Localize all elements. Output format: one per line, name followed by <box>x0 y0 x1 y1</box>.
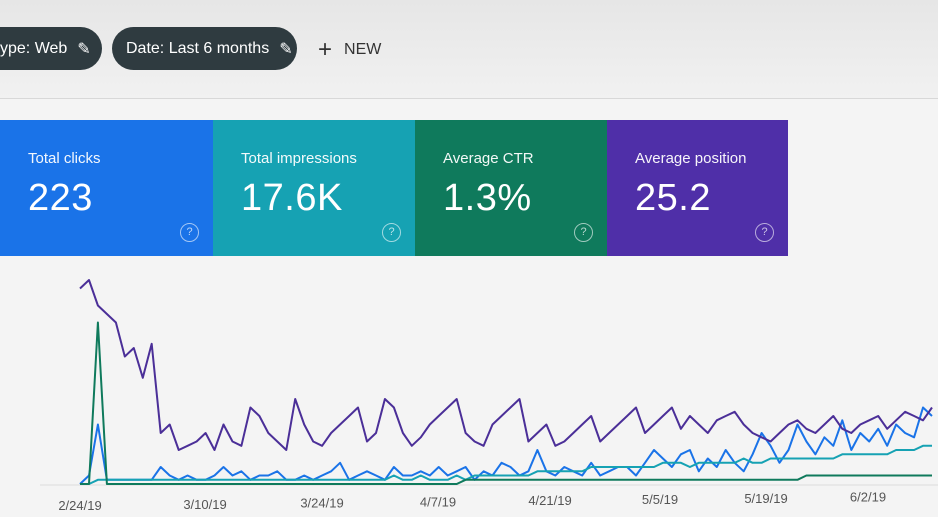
help-icon[interactable]: ? <box>180 223 199 242</box>
help-icon[interactable]: ? <box>382 223 401 242</box>
filter-chip-date-label: Date: Last 6 months <box>126 39 270 57</box>
series-line-1 <box>80 444 932 485</box>
pencil-icon[interactable]: ✎ <box>279 40 293 58</box>
metric-label: Total clicks <box>28 150 101 167</box>
new-filter-label: NEW <box>344 41 382 58</box>
metric-card-total-impressions[interactable]: Total impressions 17.6K ? <box>213 120 415 256</box>
metric-label: Total impressions <box>241 150 357 167</box>
x-tick-label: 3/10/19 <box>183 497 226 512</box>
x-tick-label: 3/24/19 <box>300 496 343 511</box>
filter-chip-date[interactable]: Date: Last 6 months ✎ <box>112 27 297 70</box>
x-tick-label: 5/5/19 <box>642 492 678 507</box>
series-line-0 <box>79 406 933 485</box>
filter-bar: ype: Web ✎ Date: Last 6 months ✎ + NEW <box>0 0 938 99</box>
metric-value: 17.6K <box>241 177 343 219</box>
new-filter-button[interactable]: + NEW <box>318 36 382 63</box>
metric-card-total-clicks[interactable]: Total clicks 223 ? <box>0 120 213 256</box>
series-line-3 <box>79 279 933 451</box>
performance-chart: 2/24/19 3/10/19 3/24/19 4/7/19 4/21/19 5/5/19… <box>40 279 938 513</box>
x-tick-label: 2/24/19 <box>58 498 101 513</box>
filter-chip-type-label: ype: Web <box>0 39 68 57</box>
metric-label: Average position <box>635 150 747 167</box>
x-tick-label: 5/19/19 <box>744 491 787 506</box>
help-icon[interactable]: ? <box>755 223 774 242</box>
metric-value: 1.3% <box>443 177 532 219</box>
x-tick-label: 4/21/19 <box>528 493 571 508</box>
plus-icon: + <box>318 36 333 63</box>
filter-chip-type[interactable]: ype: Web ✎ <box>0 27 102 70</box>
series-line-2 <box>80 321 932 485</box>
metric-card-average-position[interactable]: Average position 25.2 ? <box>607 120 788 256</box>
metric-value: 223 <box>28 177 93 219</box>
x-tick-label: 4/7/19 <box>420 494 456 509</box>
metric-card-average-ctr[interactable]: Average CTR 1.3% ? <box>415 120 607 256</box>
x-tick-label: 6/2/19 <box>850 490 886 505</box>
metric-label: Average CTR <box>443 150 534 167</box>
help-icon[interactable]: ? <box>574 223 593 242</box>
metric-value: 25.2 <box>635 177 711 219</box>
pencil-icon[interactable]: ✎ <box>77 40 91 58</box>
